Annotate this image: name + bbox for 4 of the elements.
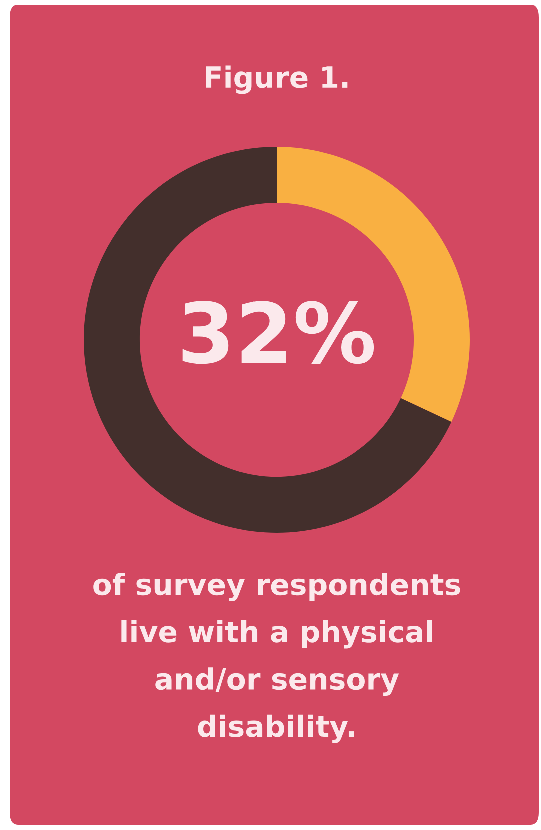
donut-slice — [84, 147, 452, 533]
data-label: 32% — [182, 301, 374, 364]
text: of survey respondents live with a physical and/or sensory disability. — [94, 573, 460, 744]
chart-title: Figure 1. — [206, 66, 348, 94]
